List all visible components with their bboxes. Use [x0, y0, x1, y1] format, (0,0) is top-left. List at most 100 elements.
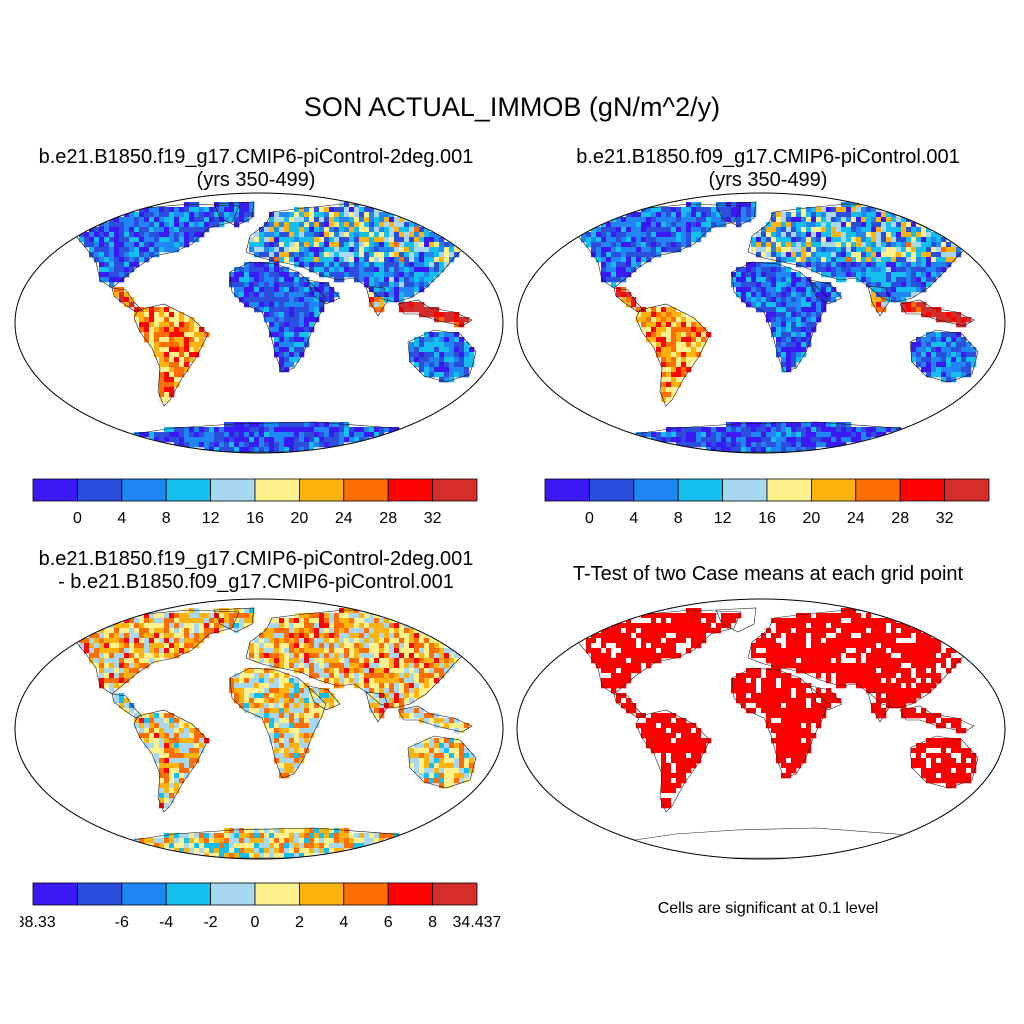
- map-grid-cells: [581, 608, 977, 809]
- panel-title-case1-line2: (yrs 350-499): [196, 169, 316, 191]
- colorbar-label: 12: [714, 510, 732, 527]
- colorbar-label: 8: [674, 510, 683, 527]
- colorbar-label: 4: [117, 510, 126, 527]
- colorbar-swatch-0: [32, 478, 78, 502]
- coastline-eurasia: [245, 203, 493, 303]
- coastline-australia: [909, 735, 979, 789]
- coastline-arabia: [307, 685, 341, 711]
- colorbar-label: 34.437: [453, 914, 500, 931]
- colorbar-label: 8: [162, 510, 171, 527]
- coastline-arabia: [307, 279, 341, 305]
- colorbar-swatch-4: [210, 478, 256, 502]
- figure-title: SON ACTUAL_IMMOB (gN/m^2/y): [303, 92, 721, 122]
- colorbar-swatch-1: [77, 882, 123, 906]
- colorbar-label: 8: [428, 914, 437, 931]
- coastline-northAmerica: [73, 203, 240, 289]
- colorbar-swatch-8: [387, 882, 434, 906]
- coastline-eurasia: [747, 609, 995, 709]
- colorbar-diff: -38.33 -6 -4 -2 0 2 4 6 8 34.437: [20, 882, 500, 931]
- panel-title-case1-line1: b.e21.B1850.f19_g17.CMIP6-piControl-2deg…: [38, 146, 474, 168]
- map-grid-cells: [79, 608, 475, 859]
- panel-title-case2-line1: b.e21.B1850.f09_g17.CMIP6-piControl.001: [576, 146, 960, 168]
- coastline-seAsia: [397, 705, 473, 733]
- map-panel-ttest: [516, 598, 1006, 860]
- coastline-centralAmerica: [111, 693, 143, 719]
- map-border: [14, 192, 504, 454]
- map-border: [14, 598, 504, 860]
- colorbar-swatch-3: [165, 478, 211, 502]
- map-panel-case2: [516, 192, 1006, 454]
- panel-title-diff: b.e21.B1850.f19_g17.CMIP6-piControl-2deg…: [0, 548, 512, 594]
- coastline-greenland: [715, 607, 757, 633]
- colorbar-label: -6: [115, 914, 129, 931]
- colorbar-label: 6: [384, 914, 393, 931]
- significance-note: Cells are significant at 0.1 level: [657, 900, 879, 917]
- colorbar-swatch-0: [32, 882, 78, 906]
- map-panel-case1: [14, 192, 504, 454]
- map-grid-cells: [79, 202, 475, 453]
- colorbar-swatch-2: [633, 478, 679, 502]
- colorbar-swatch-7: [343, 882, 389, 906]
- coastline-africa: [229, 667, 327, 779]
- colorbar-swatch-9: [944, 478, 990, 502]
- colorbar-label: 32: [424, 510, 442, 527]
- colorbar-swatch-7: [343, 478, 389, 502]
- colorbar-label: 20: [291, 510, 309, 527]
- colorbar-label: 2: [295, 914, 304, 931]
- coastline-australia: [407, 329, 477, 383]
- colorbar-label: -4: [159, 914, 173, 931]
- panel-title-case1: b.e21.B1850.f19_g17.CMIP6-piControl-2deg…: [0, 146, 512, 192]
- coastline-arabia: [809, 685, 843, 711]
- coastline-southAmerica: [635, 709, 711, 813]
- panel-title-case2-line2: (yrs 350-499): [708, 169, 828, 191]
- coastline-australia: [407, 735, 477, 789]
- coastline-seAsia: [899, 299, 975, 327]
- coastline-africa: [229, 261, 327, 373]
- coastline-seAsia: [899, 705, 975, 733]
- colorbar-swatch-9: [432, 882, 478, 906]
- coastline-northAmerica: [73, 609, 240, 695]
- colorbar-label: 32: [936, 510, 954, 527]
- coastline-africa: [731, 667, 829, 779]
- colorbar-swatch-1: [77, 478, 123, 502]
- colorbar-swatch-6: [298, 478, 345, 502]
- coastline-southAmerica: [635, 303, 711, 407]
- coastline-arabia: [809, 279, 843, 305]
- colorbar-swatch-6: [810, 478, 857, 502]
- coastline-centralAmerica: [111, 287, 143, 313]
- map-border: [516, 192, 1006, 454]
- panel-title-case2: b.e21.B1850.f09_g17.CMIP6-piControl.001 …: [512, 146, 1024, 192]
- colorbar-label: 4: [629, 510, 638, 527]
- coastline-northAmerica: [575, 203, 742, 289]
- colorbar-swatch-1: [589, 478, 635, 502]
- coastline-seAsia: [397, 299, 473, 327]
- colorbar-swatch-2: [121, 478, 167, 502]
- colorbar-swatch-0: [544, 478, 590, 502]
- colorbar-swatch-9: [432, 478, 478, 502]
- map-panel-diff: [14, 598, 504, 860]
- colorbar-case1: 0 4 8 12 16 20 24 28 32: [32, 478, 478, 527]
- colorbar-swatch-7: [855, 478, 901, 502]
- panel-title-diff-line2: - b.e21.B1850.f09_g17.CMIP6-piControl.00…: [58, 571, 454, 593]
- colorbar-swatch-4: [210, 882, 256, 906]
- colorbar-label: 0: [251, 914, 260, 931]
- colorbar-swatch-4: [722, 478, 768, 502]
- coastline-eurasia: [747, 203, 995, 303]
- colorbar-label: 20: [803, 510, 821, 527]
- coastline-centralAmerica: [613, 693, 645, 719]
- colorbar-label: 16: [246, 510, 264, 527]
- colorbar-swatch-5: [766, 478, 812, 502]
- coastline-india: [365, 691, 389, 723]
- coastline-eurasia: [245, 609, 493, 709]
- coastline-africa: [731, 261, 829, 373]
- panel-title-ttest: T-Test of two Case means at each grid po…: [512, 563, 1024, 586]
- colorbar-label: 28: [379, 510, 397, 527]
- colorbar-swatch-3: [165, 882, 211, 906]
- coastline-greenland: [213, 607, 255, 633]
- colorbar-swatch-5: [254, 478, 300, 502]
- colorbar-label: 24: [335, 510, 353, 527]
- colorbar-label: 4: [339, 914, 348, 931]
- panel-title-diff-line1: b.e21.B1850.f19_g17.CMIP6-piControl-2deg…: [38, 548, 474, 570]
- coastline-northAmerica: [575, 609, 742, 695]
- coastline-centralAmerica: [613, 287, 645, 313]
